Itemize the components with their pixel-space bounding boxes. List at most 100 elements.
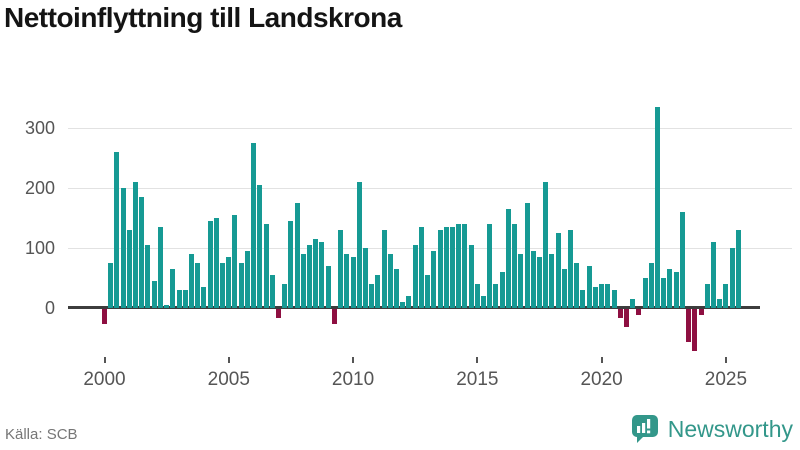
bar: [686, 309, 692, 342]
zero-axis-line: [68, 306, 760, 309]
bar: [213, 217, 219, 308]
x-axis-tick-2000: [103, 357, 106, 363]
bar: [599, 283, 605, 308]
bar: [356, 181, 362, 308]
bar: [133, 181, 139, 308]
bar: [157, 226, 163, 308]
bar: [605, 283, 611, 308]
bar: [120, 187, 126, 308]
bar: [257, 184, 263, 308]
x-axis-label-2025: 2025: [704, 369, 748, 390]
bar: [114, 151, 120, 308]
x-axis-label-2005: 2005: [207, 369, 250, 390]
bar: [207, 220, 213, 308]
bar: [344, 253, 350, 308]
bar: [275, 309, 281, 318]
bar-chart: 0 100 200 300 2000 2005 2010 2015 2020 2025: [24, 106, 792, 390]
bar: [406, 295, 412, 308]
bar: [394, 268, 400, 308]
bar: [387, 253, 393, 308]
bar: [642, 277, 648, 308]
bar: [431, 250, 437, 308]
y-axis-label-0: 0: [44, 297, 55, 318]
bar: [611, 289, 617, 308]
bar: [238, 262, 244, 308]
bar: [561, 268, 567, 308]
bar: [580, 289, 586, 308]
bar: [325, 265, 331, 308]
bar: [362, 247, 368, 308]
bar: [164, 304, 170, 308]
bar: [524, 202, 530, 308]
bar: [294, 202, 300, 308]
y-axis-label-100: 100: [24, 237, 55, 258]
bar: [350, 256, 356, 308]
bar: [375, 274, 381, 308]
bar: [543, 181, 549, 308]
bar: [263, 223, 269, 308]
bar: [481, 295, 487, 308]
bar: [244, 250, 250, 308]
x-axis-tick-2010: [352, 357, 355, 363]
bar: [251, 142, 257, 308]
bar: [717, 298, 723, 308]
bar: [170, 268, 176, 308]
bar: [108, 262, 114, 308]
bar: [673, 271, 679, 308]
x-axis-tick-2020: [600, 357, 603, 363]
bar: [300, 253, 306, 308]
bar: [592, 286, 598, 308]
bar: [729, 247, 735, 308]
x-axis-tick-2015: [476, 357, 479, 363]
bar: [126, 229, 132, 308]
bar: [195, 262, 201, 308]
bar: [412, 244, 418, 308]
bar: [418, 226, 424, 308]
y-axis-label-300: 300: [24, 117, 55, 138]
gridline-300: [68, 127, 792, 129]
bar: [692, 309, 698, 351]
bar: [586, 265, 592, 308]
bar: [369, 283, 375, 308]
bar: [667, 268, 673, 308]
bar: [568, 229, 574, 308]
bar: [201, 286, 207, 308]
bar: [648, 262, 654, 308]
bar: [443, 226, 449, 308]
bar: [220, 262, 226, 308]
bar: [400, 301, 406, 308]
bar: [307, 244, 313, 308]
bar: [145, 244, 151, 308]
bar: [462, 223, 468, 308]
gridline-200: [68, 187, 792, 189]
bar: [456, 223, 462, 308]
gridline-100: [68, 247, 792, 249]
bar: [512, 223, 518, 308]
bar: [704, 283, 710, 308]
y-axis-label-200: 200: [24, 177, 55, 198]
newsworthy-logo: Newsworthy: [631, 414, 793, 444]
bar: [655, 106, 661, 308]
bar: [549, 253, 555, 308]
bar: [182, 289, 188, 308]
bar: [679, 211, 685, 308]
bar: [381, 229, 387, 308]
bar: [661, 277, 667, 308]
bar: [487, 223, 493, 308]
bar: [226, 256, 232, 308]
x-axis-label-2015: 2015: [456, 369, 499, 390]
bar: [735, 229, 741, 308]
bar: [288, 220, 294, 308]
bar: [282, 283, 288, 308]
bar: [313, 238, 319, 308]
x-axis-tick-2005: [227, 357, 230, 363]
bar: [468, 244, 474, 308]
chart-title: Nettoinflyttning till Landskrona: [4, 2, 402, 33]
source-label: Källa: SCB: [5, 426, 78, 443]
bar: [518, 253, 524, 308]
bar: [176, 289, 182, 308]
newsworthy-bubble-icon: [631, 415, 658, 443]
bar: [555, 232, 561, 308]
bar: [574, 262, 580, 308]
bar: [474, 283, 480, 308]
